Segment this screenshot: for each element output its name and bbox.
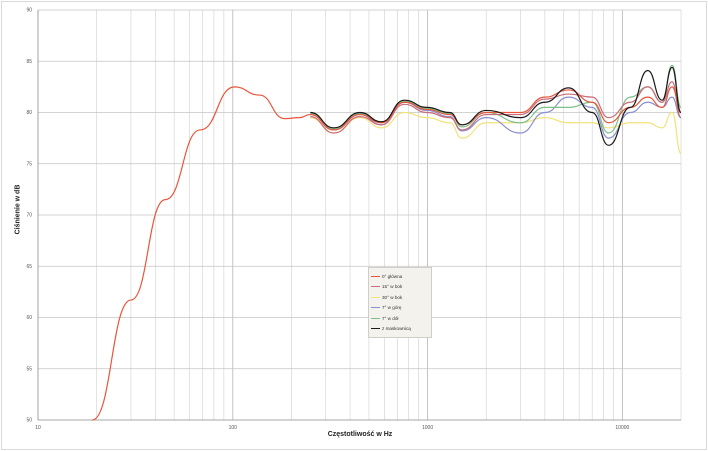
y-tick-label: 60 — [26, 315, 32, 321]
y-tick-label: 50 — [26, 418, 32, 424]
legend-label: 0° główna — [382, 273, 403, 279]
series-line-1 — [310, 81, 682, 134]
legend-item: 15° w bok — [371, 282, 429, 293]
x-tick-label: 10 — [35, 425, 41, 431]
y-tick-label: 70 — [26, 213, 32, 219]
y-tick-label: 90 — [26, 8, 32, 14]
legend-item: 0° główna — [371, 271, 429, 282]
legend-item: 30° w bok — [371, 292, 429, 303]
legend-label: 7° w dół — [382, 315, 399, 321]
legend-label: 30° w bok — [382, 294, 403, 300]
series-line-2 — [310, 111, 682, 155]
legend-swatch — [371, 317, 380, 319]
x-tick-label: 1000 — [422, 425, 433, 431]
legend: 0° główna 15° w bok 30° w bok 7° w górę 7° w… — [368, 267, 432, 338]
series-line-0 — [92, 86, 682, 421]
x-axis-title: Częstotliwość w Hz — [327, 431, 393, 438]
legend-swatch — [371, 328, 380, 330]
x-tick-label: 100 — [229, 425, 238, 431]
legend-swatch — [371, 296, 380, 298]
x-tick-label: 10000 — [615, 425, 629, 431]
y-axis-title: Ciśnienie w dB — [14, 184, 22, 235]
legend-swatch — [371, 286, 380, 288]
legend-swatch — [371, 307, 380, 309]
legend-item: 7° w górę — [371, 303, 429, 314]
legend-label: 7° w górę — [382, 305, 402, 311]
y-tick-label: 85 — [26, 59, 32, 65]
series-line-5 — [310, 66, 682, 146]
legend-label: 15° w bok — [382, 284, 403, 290]
legend-item: z maskownicą — [371, 324, 429, 335]
y-tick-label: 75 — [26, 161, 32, 167]
legend-label: z maskownicą — [382, 326, 411, 332]
y-tick-label: 80 — [26, 110, 32, 116]
legend-swatch — [371, 275, 380, 277]
y-tick-label: 55 — [26, 366, 32, 372]
legend-item: 7° w dół — [371, 313, 429, 324]
y-tick-label: 65 — [26, 264, 32, 270]
